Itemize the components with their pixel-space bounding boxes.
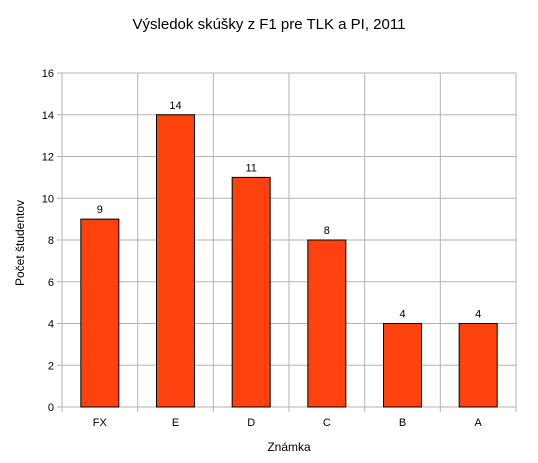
bar-d bbox=[231, 176, 271, 408]
bar-e bbox=[156, 114, 195, 408]
y-tick-label: 16 bbox=[42, 68, 54, 80]
bar-a bbox=[458, 323, 498, 408]
x-tick-label: B bbox=[399, 417, 406, 429]
chart-title: Výsledok skúšky z F1 pre TLK a PI, 2011 bbox=[132, 16, 406, 33]
y-tick-label: 12 bbox=[42, 152, 54, 164]
y-tick-label: 8 bbox=[48, 235, 54, 247]
y-tick-label: 0 bbox=[48, 402, 54, 414]
y-axis-label: Počet študentov bbox=[13, 199, 27, 287]
data-label: 8 bbox=[324, 225, 330, 237]
y-tick-label: 14 bbox=[42, 110, 54, 122]
x-tick-label: C bbox=[323, 417, 331, 429]
x-tick-label: A bbox=[474, 417, 482, 429]
bar-b bbox=[383, 323, 422, 408]
x-tick-label: FX bbox=[93, 417, 108, 429]
y-tick-label: 2 bbox=[48, 360, 54, 372]
x-axis-label: Známka bbox=[267, 440, 311, 454]
x-tick-label: E bbox=[172, 417, 179, 429]
data-label: 11 bbox=[245, 162, 256, 174]
x-tick-label: D bbox=[247, 417, 255, 429]
data-label: 4 bbox=[399, 309, 405, 321]
data-label: 9 bbox=[97, 204, 103, 216]
y-tick-label: 10 bbox=[42, 193, 54, 205]
y-tick-label: 6 bbox=[48, 277, 54, 289]
bar-c bbox=[307, 239, 347, 408]
bar-fx bbox=[80, 218, 120, 408]
data-label: 4 bbox=[475, 309, 481, 321]
data-label: 14 bbox=[169, 100, 181, 112]
y-tick-label: 4 bbox=[48, 319, 54, 331]
